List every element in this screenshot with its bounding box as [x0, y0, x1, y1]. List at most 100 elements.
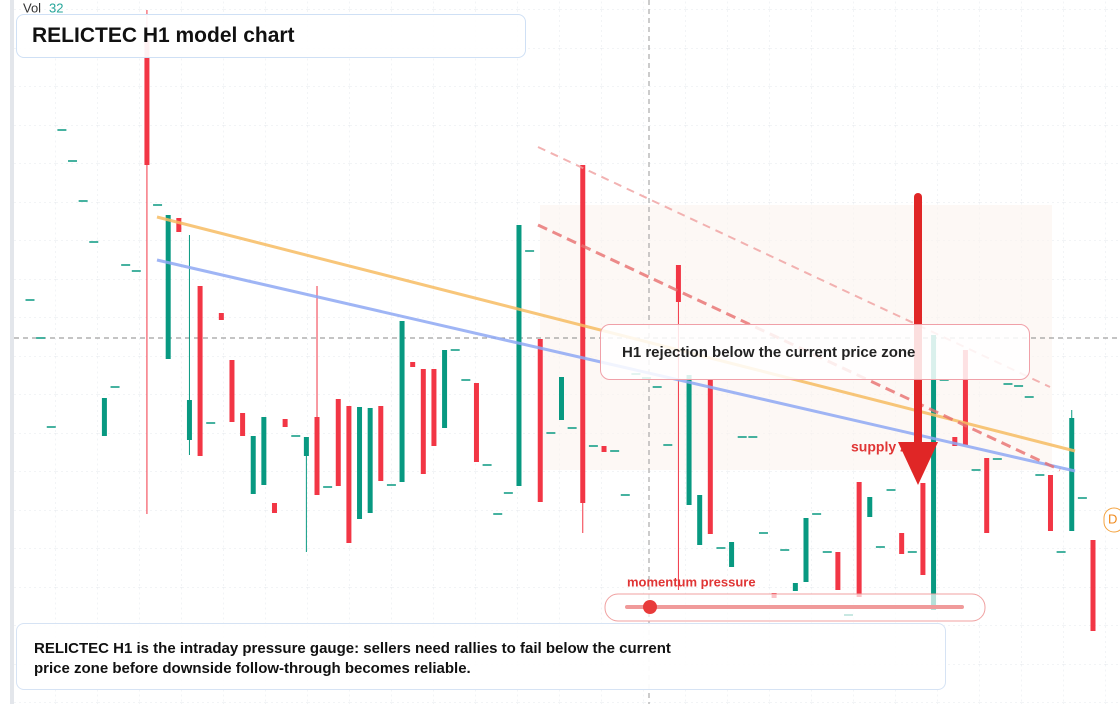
candle-body	[186, 400, 192, 440]
candle-body	[952, 437, 958, 446]
candle-body	[410, 362, 416, 367]
candle-body	[559, 377, 564, 420]
candle-body	[737, 436, 747, 438]
edge-badge	[1103, 507, 1120, 533]
candle-body	[110, 386, 120, 388]
candle-body	[503, 492, 513, 494]
candle-body	[89, 241, 99, 243]
candle-body	[101, 398, 107, 436]
candle-body	[240, 413, 246, 436]
chart-title: RELICTEC H1 model chart	[16, 14, 526, 58]
candle-body	[442, 350, 448, 428]
candle-body	[886, 489, 896, 491]
candle-body	[335, 399, 341, 486]
candle-body	[780, 549, 790, 551]
candle-body	[229, 360, 235, 422]
candle-body	[493, 513, 503, 515]
candle-body	[620, 494, 630, 496]
candle-body	[482, 464, 492, 466]
candle-body	[346, 406, 352, 543]
volume-value: 32	[49, 0, 63, 15]
candle-body	[57, 129, 67, 131]
volume-label: Vol	[23, 0, 41, 15]
candle-body	[610, 450, 620, 452]
candle-body	[992, 458, 1002, 460]
arrow-head	[898, 442, 938, 485]
candle-body	[261, 417, 267, 485]
candle-body	[1014, 385, 1024, 387]
candle-body	[386, 484, 396, 486]
annotation: H1 rejection below the current price zon…	[600, 324, 1030, 380]
candle-body	[792, 583, 798, 591]
candle-body	[803, 518, 809, 582]
candle-body	[875, 546, 885, 548]
candle-body	[197, 286, 203, 456]
candle-body	[131, 270, 141, 272]
candle-body	[399, 321, 405, 482]
candle-body	[716, 547, 726, 549]
candle-body	[516, 225, 522, 486]
candle-body	[546, 432, 556, 434]
candle-body	[1047, 475, 1053, 531]
candle-body	[78, 200, 88, 202]
channel-line	[537, 146, 1051, 388]
candle-body	[920, 483, 926, 575]
candle-body	[1077, 497, 1087, 499]
candle-body	[758, 532, 768, 534]
candle-body	[153, 204, 163, 206]
candle-body	[420, 369, 426, 474]
candle-body	[525, 250, 535, 252]
candle-body	[291, 435, 301, 437]
candle-body	[473, 383, 479, 462]
candle-body	[367, 408, 373, 513]
candle-body	[323, 486, 333, 488]
candle-body	[675, 265, 681, 302]
candle-body	[931, 335, 937, 610]
candles	[25, 10, 1096, 631]
candle-body	[822, 551, 832, 553]
candle-body	[856, 482, 862, 597]
candle-body	[1056, 551, 1066, 553]
candle-body	[899, 533, 905, 554]
candle-body	[588, 445, 598, 447]
left-edge	[10, 0, 14, 704]
candle-body	[1069, 418, 1075, 531]
candle-body	[303, 437, 309, 456]
candle-body	[907, 551, 917, 553]
candle-body	[729, 542, 735, 567]
candle-body	[537, 339, 543, 502]
candle-body	[686, 375, 692, 505]
candle-body	[748, 436, 758, 438]
candle-body	[835, 552, 841, 590]
candle-body	[461, 379, 471, 381]
candle-body	[271, 503, 277, 513]
candle-body	[1035, 474, 1045, 476]
candle-body	[867, 497, 873, 517]
candle-body	[1003, 383, 1013, 385]
candle-body	[144, 40, 150, 165]
candle-body	[25, 299, 35, 301]
candle-body	[697, 495, 703, 545]
candle-body	[812, 513, 822, 515]
candle-body	[121, 264, 131, 266]
candle-body	[450, 349, 460, 351]
candle-body	[601, 446, 607, 452]
note: RELICTEC H1 is the intraday pressure gau…	[16, 623, 946, 690]
candle-body	[431, 369, 437, 446]
candle-body	[567, 427, 577, 429]
candle-body	[962, 350, 968, 445]
candle-body	[984, 458, 990, 533]
candle-body	[176, 218, 182, 232]
candle-body	[971, 469, 981, 471]
candle-body	[939, 379, 949, 381]
candle-body	[206, 422, 216, 424]
candle-body	[707, 380, 713, 534]
candle-body	[357, 407, 363, 519]
candle-body	[580, 165, 586, 503]
candle-body	[1090, 540, 1096, 631]
candle-body	[378, 406, 384, 481]
gauge-knob	[643, 600, 657, 614]
candle-body	[218, 313, 224, 320]
candle-body	[46, 426, 56, 428]
